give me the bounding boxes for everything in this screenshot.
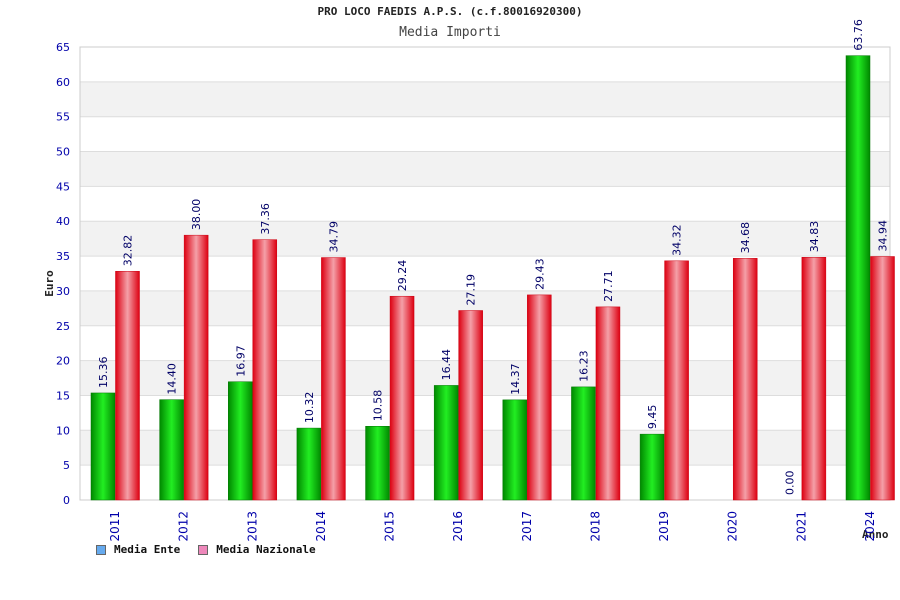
data-label-media-ente-2024: 63.76 [852,19,865,51]
data-label-media-ente-2012: 14.40 [166,363,179,395]
y-tick-label: 60 [56,76,70,89]
bar-media-nazionale-2014 [321,257,346,501]
y-tick-label: 10 [56,424,70,437]
grid-band [80,221,890,257]
x-tick-label-2020: 2020 [726,511,740,542]
y-tick-label: 5 [63,459,70,472]
data-label-media-nazionale-2024: 34.94 [877,220,890,252]
data-label-media-ente-2014: 10.32 [303,392,316,424]
bar-media-nazionale-2011 [115,271,140,501]
grid-band [80,151,890,187]
y-tick-label: 50 [56,146,70,159]
bar-media-ente-2013 [228,381,253,501]
x-tick-label-2012: 2012 [177,511,191,542]
y-tick-label: 15 [56,389,70,402]
bar-media-nazionale-2015 [389,295,415,501]
bar-media-ente-2019 [639,433,665,501]
y-tick-label: 25 [56,320,70,333]
y-tick-label: 0 [63,494,70,507]
data-label-media-nazionale-2018: 27.71 [602,270,615,302]
y-tick-label: 40 [56,215,70,228]
bar-media-nazionale-2012 [183,234,209,501]
legend-item-media-ente: Media Ente [96,543,180,556]
x-tick-label-2015: 2015 [383,511,397,542]
x-tick-label-2016: 2016 [451,511,465,542]
legend: Media Ente Media Nazionale [96,543,316,556]
data-label-media-nazionale-2013: 37.36 [259,203,272,235]
bar-media-nazionale-2019 [664,260,689,501]
bar-media-ente-2011 [90,392,116,501]
y-tick-label: 65 [56,41,70,54]
bar-media-nazionale-2024 [870,256,895,501]
y-tick-label: 20 [56,355,70,368]
data-label-media-ente-2021: 0.00 [783,471,796,496]
data-label-media-ente-2018: 16.23 [577,350,590,382]
x-axis-label: Anno [862,528,889,541]
bar-media-nazionale-2020 [732,258,758,501]
data-label-media-ente-2019: 9.45 [646,405,659,430]
data-label-media-nazionale-2017: 29.43 [533,258,546,290]
data-label-media-nazionale-2012: 38.00 [190,199,203,231]
x-tick-label-2021: 2021 [794,511,808,542]
data-label-media-nazionale-2020: 34.68 [739,222,752,254]
legend-swatch-media-ente [96,544,106,555]
chart-subtitle: Media Importi [399,25,501,40]
bar-media-nazionale-2013 [252,239,278,501]
data-label-media-ente-2017: 14.37 [509,363,522,395]
grid-band [80,81,890,117]
bar-media-nazionale-2016 [458,310,483,501]
bar-media-ente-2017 [502,399,528,501]
x-tick-label-2013: 2013 [245,511,259,542]
data-label-media-nazionale-2015: 29.24 [396,260,409,292]
data-label-media-ente-2013: 16.97 [234,345,247,376]
data-label-media-ente-2016: 16.44 [440,349,453,381]
data-label-media-nazionale-2011: 32.82 [122,235,135,267]
data-label-media-nazionale-2021: 34.83 [808,221,821,253]
y-tick-label: 35 [56,250,70,263]
legend-swatch-media-nazionale [198,544,209,555]
legend-item-media-nazionale: Media Nazionale [198,543,316,556]
legend-label-media-ente: Media Ente [114,543,181,556]
legend-label-media-nazionale: Media Nazionale [216,543,316,556]
bar-media-nazionale-2018 [595,306,621,501]
x-tick-label-2014: 2014 [314,511,328,542]
data-label-media-ente-2015: 10.58 [372,390,385,422]
chart-title: PRO LOCO FAEDIS A.P.S. (c.f.80016920300) [317,5,583,18]
bar-media-ente-2016 [433,385,459,501]
y-tick-label: 45 [56,180,70,193]
bar-media-nazionale-2021 [801,257,827,501]
x-tick-label-2017: 2017 [520,511,534,542]
data-label-media-ente-2011: 15.36 [97,356,110,388]
x-tick-label-2018: 2018 [588,511,602,542]
bar-media-ente-2018 [571,386,596,501]
bar-media-ente-2015 [365,426,390,501]
y-axis-label: Euro [43,270,56,297]
data-label-media-nazionale-2019: 34.32 [671,224,684,256]
x-tick-label-2019: 2019 [657,511,671,542]
data-label-media-nazionale-2016: 27.19 [465,274,478,306]
x-tick-label-2011: 2011 [108,511,122,542]
bar-media-ente-2014 [296,427,322,501]
x-tick-label-2024: 2024 [863,511,877,542]
bar-media-ente-2024 [845,55,871,501]
bar-media-nazionale-2017 [527,294,552,501]
data-label-media-nazionale-2014: 34.79 [327,221,340,253]
y-tick-label: 55 [56,111,70,124]
y-tick-label: 30 [56,285,70,298]
bar-media-ente-2012 [159,399,184,501]
